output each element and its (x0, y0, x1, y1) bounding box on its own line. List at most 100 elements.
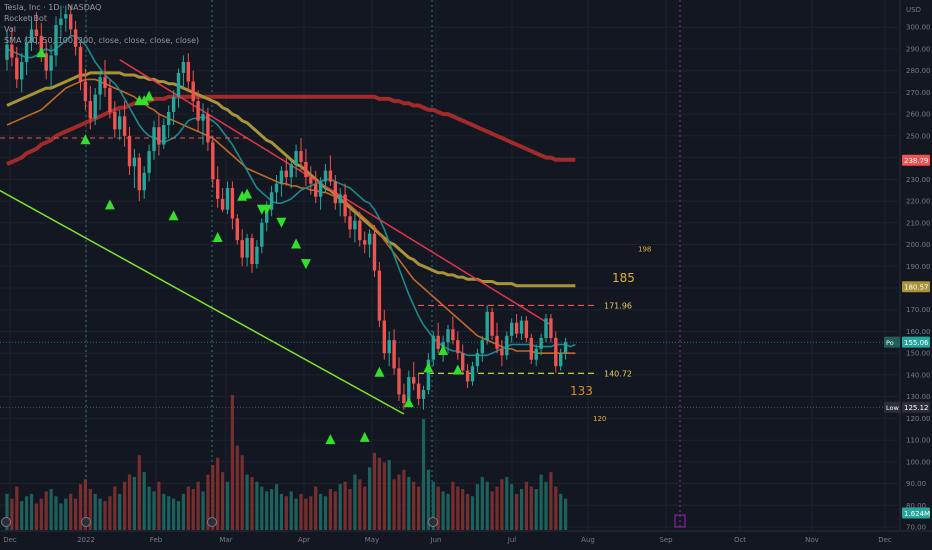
time-tick-label: Aug (581, 536, 595, 544)
candle-body (269, 192, 274, 210)
candle-body (29, 29, 34, 43)
price-tick-label: 290.00 (906, 45, 931, 53)
sell-signal-arrow (261, 204, 272, 215)
target-label: 133 (570, 384, 593, 398)
buy-signal-arrow (80, 134, 91, 145)
candle-body (436, 335, 440, 349)
candle-body (475, 353, 480, 367)
volume-bar (554, 486, 558, 530)
candle-body (274, 183, 279, 193)
legend-symbol[interactable]: Tesla, Inc · 1D · NASDAQ (4, 3, 102, 12)
volume-bar (5, 493, 9, 530)
volume-bar (250, 476, 254, 530)
candle-body (333, 181, 337, 204)
sma200-line (6, 94, 576, 166)
candlesticks (5, 5, 568, 410)
volume-bar (323, 496, 328, 530)
price-badge-value: 125.12 (904, 404, 929, 412)
volume-bar (78, 484, 83, 530)
volume-bar (456, 486, 460, 530)
volume-bar (167, 496, 171, 530)
chart-legend: Tesla, Inc · 1D · NASDAQ Rocket Bot Vol … (4, 2, 199, 46)
volume-bar (113, 486, 117, 530)
candle-body (348, 216, 352, 230)
buy-signal-arrow (403, 397, 414, 408)
candle-body (397, 368, 401, 395)
legend-rocket-bot[interactable]: Rocket Bot (4, 14, 47, 23)
candle-body (171, 96, 176, 112)
candle-body (265, 209, 269, 223)
candle-body (353, 220, 357, 230)
price-badge-tag (884, 401, 900, 413)
candle-body (343, 194, 347, 217)
price-tick-label: 70.00 (906, 524, 926, 532)
price-badge-tag (884, 336, 900, 348)
volume-bar (103, 501, 107, 530)
candle-body (328, 170, 333, 182)
volume-bar (495, 486, 499, 530)
volume-bar (363, 486, 367, 530)
volume-bar (34, 503, 38, 530)
legend-volume[interactable]: Vol (4, 25, 16, 34)
time-tick-label: Jun (430, 536, 442, 544)
legend-sma[interactable]: SMA (20, 50, 100, 200, close, close, clo… (4, 36, 200, 45)
volume-bar (426, 469, 430, 530)
candle-body (113, 111, 117, 130)
volume-bar (412, 481, 416, 530)
event-marker-icon (207, 517, 217, 527)
price-axis-background (900, 0, 932, 550)
volume-bar (142, 472, 146, 530)
buy-signal-arrow (242, 188, 253, 199)
price-tick-label: 160.00 (906, 328, 931, 336)
event-marker-icon (428, 517, 438, 527)
volume-bar (446, 493, 450, 530)
candle-body (240, 240, 244, 258)
price-badge (902, 281, 930, 293)
candle-body (534, 348, 538, 360)
earnings-marker-icon (674, 514, 686, 528)
buy-signal-arrow (438, 344, 449, 355)
volume-bar (490, 491, 494, 530)
buy-signal-arrow (359, 431, 370, 442)
candle-body (64, 14, 68, 19)
volume-bar (309, 496, 313, 530)
volume-bar (544, 481, 548, 530)
event-marker-icon (1, 517, 11, 527)
volume-bar (260, 486, 264, 530)
candle-body (500, 348, 504, 356)
volume-bar (348, 489, 352, 530)
candle-body (559, 353, 563, 367)
candle-body (480, 340, 484, 354)
level-label: 140.72 (604, 369, 632, 378)
price-badge-value: 238.79 (904, 157, 929, 165)
price-tick-label: 280.00 (906, 67, 931, 75)
volume-bar (559, 493, 563, 530)
time-tick-label: Sep (659, 536, 673, 544)
candle-body (279, 170, 284, 184)
price-badge (902, 507, 930, 519)
candle-body (426, 359, 431, 391)
volume-bar (353, 474, 357, 530)
volume-bar (343, 481, 347, 530)
volume-bar (230, 395, 234, 530)
candle-body (289, 164, 293, 178)
volume-bar (147, 486, 151, 530)
volume-bar (338, 484, 342, 530)
volume-bar (505, 476, 509, 530)
candle-body (186, 61, 190, 82)
buy-signal-arrow (168, 210, 179, 221)
volume-bar (304, 498, 308, 530)
candle-body (127, 135, 132, 167)
price-tick-label: 130.00 (906, 393, 931, 401)
price-tick-label: 270.00 (906, 89, 931, 97)
candle-body (485, 311, 489, 341)
price-badge-label: Low (886, 404, 899, 412)
candle-body (412, 377, 416, 384)
time-tick-label: 2022 (77, 536, 95, 544)
candle-body (382, 320, 386, 354)
candle-body (377, 270, 382, 321)
candle-body (181, 61, 186, 73)
time-axis-background (0, 531, 932, 550)
volume-bar (441, 491, 445, 530)
